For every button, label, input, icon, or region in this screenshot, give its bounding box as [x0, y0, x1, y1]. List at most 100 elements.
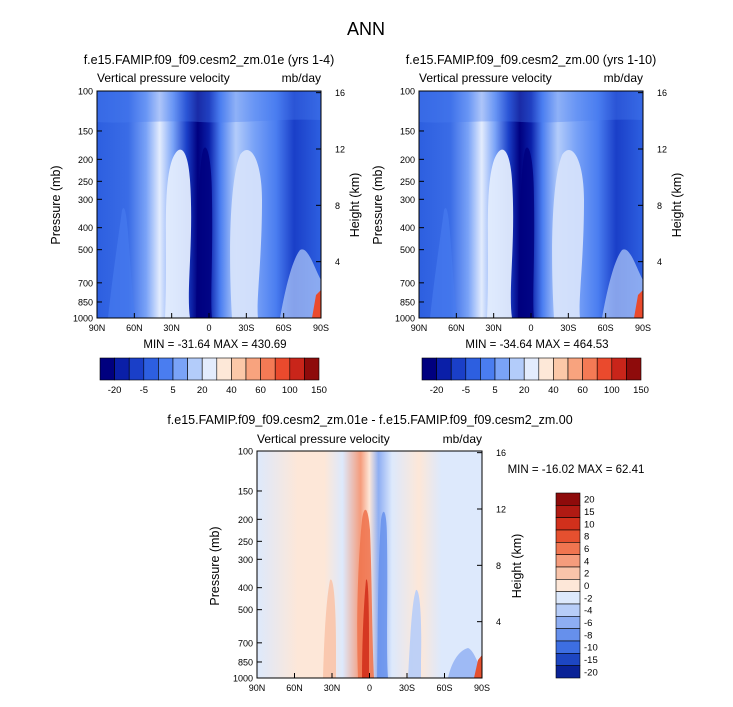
colorbar-swatch [289, 357, 305, 381]
colorbar-label: -8 [584, 630, 592, 641]
chart-panel-2: f.e15.FAMIP.f09_f09.cesm2_zm.00 (yrs 1-1… [371, 53, 684, 396]
y-tick-label: 100 [238, 447, 253, 457]
y-right-tick-label: 12 [335, 144, 345, 154]
colorbar-swatch [567, 357, 583, 381]
colorbar-label: 8 [584, 532, 589, 543]
colorbar-swatch [582, 357, 598, 381]
colorbar-swatch [555, 665, 581, 679]
chart-2-title: f.e15.FAMIP.f09_f09.cesm2_zm.00 (yrs 1-1… [406, 53, 657, 67]
y-tick-label: 400 [238, 583, 253, 593]
colorbar-swatch [555, 529, 581, 543]
chart-3-y-axis-right: 16 12 8 4 [477, 448, 506, 627]
y-right-tick-label: 8 [335, 201, 340, 211]
chart-3-stats: MIN = -16.02 MAX = 62.41 [508, 464, 645, 476]
x-tick-label: 90N [249, 683, 266, 693]
colorbar-swatch [421, 357, 437, 381]
colorbar-swatch [555, 603, 581, 617]
chart-1-subtitle-right: mb/day [282, 71, 321, 85]
x-tick-label: 60S [276, 323, 292, 333]
colorbar-label: 4 [584, 556, 589, 567]
chart-1-y-axis-right: 16 12 8 4 [316, 88, 345, 267]
y-right-tick-label: 12 [657, 144, 667, 154]
chart-2-y-axis: 100 150 200 250 300 400 500 700 850 1000 [395, 87, 424, 324]
y-tick-label: 1000 [395, 314, 415, 324]
y-tick-label: 1000 [233, 674, 253, 684]
y-tick-label: 300 [400, 195, 415, 205]
y-right-tick-label: 8 [657, 201, 662, 211]
x-tick-label: 60N [448, 323, 465, 333]
y-tick-label: 250 [78, 177, 93, 187]
colorbar-swatch [436, 357, 452, 381]
chart-2-colorbar: -20 -5 5 20 40 60 100 150 [421, 357, 649, 396]
colorbar-swatch [555, 591, 581, 605]
colorbar-swatch [216, 357, 232, 381]
chart-3-x-axis: 90N 60N 30N 0 30S 60S 90S [249, 673, 490, 693]
colorbar-label: -20 [584, 667, 598, 678]
colorbar-swatch [555, 517, 581, 531]
chart-2-ylabel: Pressure (mb) [371, 165, 385, 244]
colorbar-label: -5 [140, 385, 148, 396]
colorbar-swatch [114, 357, 130, 381]
x-tick-label: 30N [324, 683, 341, 693]
x-tick-label: 30N [163, 323, 180, 333]
x-tick-label: 90N [411, 323, 428, 333]
colorbar-swatch [555, 628, 581, 642]
y-tick-label: 400 [78, 223, 93, 233]
colorbar-label: -20 [430, 385, 444, 396]
chart-3-title: f.e15.FAMIP.f09_f09.cesm2_zm.01e - f.e15… [167, 413, 572, 427]
chart-3-ylabel: Pressure (mb) [208, 526, 222, 605]
chart-3-subtitle-right: mb/day [443, 432, 482, 446]
x-tick-label: 0 [528, 323, 533, 333]
y-tick-label: 500 [400, 245, 415, 255]
y-tick-label: 1000 [73, 314, 93, 324]
y-tick-label: 100 [78, 87, 93, 97]
chart-3-ylabel-right: Height (km) [510, 534, 524, 599]
colorbar-label: -20 [108, 385, 122, 396]
y-tick-label: 250 [400, 177, 415, 187]
colorbar-swatch [158, 357, 174, 381]
y-tick-label: 400 [400, 223, 415, 233]
chart-1-stats: MIN = -31.64 MAX = 430.69 [143, 339, 286, 351]
y-tick-label: 700 [78, 278, 93, 288]
y-tick-label: 850 [238, 657, 253, 667]
colorbar-swatch [611, 357, 627, 381]
colorbar-swatch [538, 357, 554, 381]
colorbar-swatch [523, 357, 540, 381]
y-right-tick-label: 12 [496, 504, 506, 514]
colorbar-swatch [143, 357, 159, 381]
colorbar-label: 100 [282, 385, 298, 396]
colorbar-label: 20 [519, 385, 530, 396]
y-tick-label: 150 [238, 486, 253, 496]
colorbar-swatch [509, 357, 525, 381]
colorbar-swatch [555, 566, 581, 580]
x-tick-label: 0 [206, 323, 211, 333]
colorbar-label: -10 [584, 643, 598, 654]
x-tick-label: 30S [238, 323, 254, 333]
colorbar-label: 2 [584, 569, 589, 580]
colorbar-swatch [596, 357, 613, 381]
chart-2-x-axis: 90N 60N 30N 0 30S 60S 90S [411, 313, 651, 333]
y-tick-label: 150 [400, 126, 415, 136]
colorbar-swatch [555, 554, 581, 568]
x-tick-label: 0 [367, 683, 372, 693]
x-tick-label: 30S [560, 323, 576, 333]
y-right-tick-label: 8 [496, 561, 501, 571]
y-right-tick-label: 16 [657, 88, 667, 98]
chart-3-y-axis: 100 150 200 250 300 400 500 700 850 1000 [233, 447, 262, 684]
x-tick-label: 90S [635, 323, 651, 333]
chart-1-contour-field [97, 91, 321, 318]
colorbar-swatch [260, 357, 276, 381]
colorbar-label: -4 [584, 606, 592, 617]
chart-1-title: f.e15.FAMIP.f09_f09.cesm2_zm.01e (yrs 1-… [84, 53, 335, 67]
y-tick-label: 250 [238, 537, 253, 547]
chart-2-ylabel-right: Height (km) [670, 173, 684, 238]
colorbar-swatch [231, 357, 247, 381]
colorbar-swatch [555, 542, 581, 555]
y-right-tick-label: 16 [335, 88, 345, 98]
y-tick-label: 150 [78, 126, 93, 136]
colorbar-swatch [555, 505, 581, 518]
colorbar-swatch [494, 357, 510, 381]
y-right-tick-label: 4 [335, 257, 340, 267]
